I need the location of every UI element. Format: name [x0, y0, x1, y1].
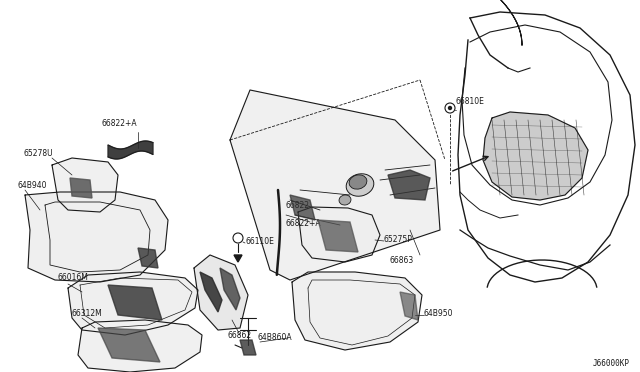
Polygon shape [200, 272, 222, 312]
Text: 66822: 66822 [285, 201, 309, 210]
Polygon shape [70, 178, 92, 198]
Text: 66862: 66862 [228, 331, 252, 340]
Text: 66110E: 66110E [245, 237, 274, 246]
Text: 65278U: 65278U [24, 149, 54, 158]
Polygon shape [138, 248, 158, 268]
Text: 66312M: 66312M [72, 309, 103, 318]
Ellipse shape [339, 195, 351, 205]
Ellipse shape [349, 175, 367, 189]
Polygon shape [230, 90, 440, 280]
Polygon shape [234, 255, 242, 262]
Polygon shape [298, 207, 380, 262]
Polygon shape [220, 268, 240, 310]
Polygon shape [290, 195, 315, 220]
Polygon shape [78, 320, 202, 372]
Text: 66822+A: 66822+A [102, 119, 138, 128]
Polygon shape [240, 340, 256, 355]
Text: 64B950: 64B950 [424, 309, 454, 318]
Polygon shape [52, 158, 118, 212]
Circle shape [449, 106, 451, 109]
Text: 64B860A: 64B860A [258, 333, 292, 342]
Text: 64B940: 64B940 [18, 181, 47, 190]
Ellipse shape [346, 174, 374, 196]
Polygon shape [108, 141, 153, 159]
Polygon shape [98, 328, 160, 362]
Polygon shape [25, 192, 168, 282]
Text: 66016M: 66016M [58, 273, 89, 282]
Polygon shape [68, 272, 198, 335]
Circle shape [445, 103, 455, 113]
Text: 66822+A: 66822+A [285, 219, 321, 228]
Polygon shape [194, 255, 248, 330]
Text: 66810E: 66810E [456, 97, 485, 106]
Text: 66863: 66863 [390, 256, 414, 265]
Polygon shape [388, 170, 430, 200]
Polygon shape [292, 272, 422, 350]
Polygon shape [400, 292, 418, 320]
Circle shape [233, 233, 243, 243]
Polygon shape [318, 220, 358, 252]
Text: J66000KP: J66000KP [593, 359, 630, 368]
Text: 65275P: 65275P [384, 235, 413, 244]
Polygon shape [108, 285, 162, 320]
Polygon shape [483, 112, 588, 200]
